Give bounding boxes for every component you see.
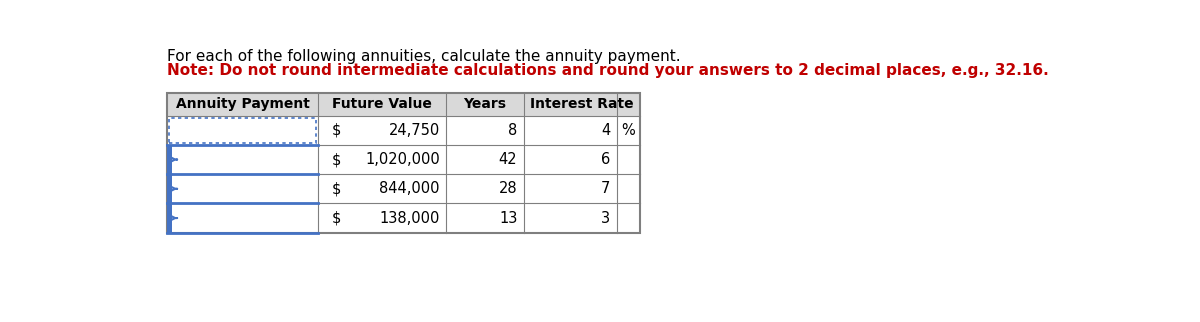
Text: 7: 7 [601, 181, 611, 196]
Text: $: $ [332, 123, 342, 138]
Text: 844,000: 844,000 [379, 181, 440, 196]
Text: 3: 3 [601, 211, 611, 225]
Text: 42: 42 [499, 152, 517, 167]
Text: %: % [622, 123, 635, 138]
Text: 1,020,000: 1,020,000 [365, 152, 440, 167]
Text: 138,000: 138,000 [379, 211, 440, 225]
Text: Note: Do not round intermediate calculations and round your answers to 2 decimal: Note: Do not round intermediate calculat… [167, 63, 1049, 78]
Text: 13: 13 [499, 211, 517, 225]
Text: $: $ [332, 152, 342, 167]
Bar [167, 145, 173, 174]
Bar [167, 92, 640, 233]
Text: $: $ [332, 211, 342, 225]
Text: For each of the following annuities, calculate the annuity payment.: For each of the following annuities, cal… [167, 49, 680, 64]
Text: Years: Years [463, 97, 506, 111]
Text: 8: 8 [508, 123, 517, 138]
Text: 24,750: 24,750 [389, 123, 440, 138]
Text: $: $ [332, 181, 342, 196]
Bar [169, 118, 316, 143]
Text: 28: 28 [499, 181, 517, 196]
Bar [167, 92, 640, 116]
Text: 4: 4 [601, 123, 611, 138]
Bar [167, 204, 173, 233]
Text: Future Value: Future Value [332, 97, 432, 111]
Bar [167, 174, 173, 204]
Text: 6: 6 [601, 152, 611, 167]
Text: Annuity Payment: Annuity Payment [175, 97, 310, 111]
Text: Interest Rate: Interest Rate [530, 97, 634, 111]
